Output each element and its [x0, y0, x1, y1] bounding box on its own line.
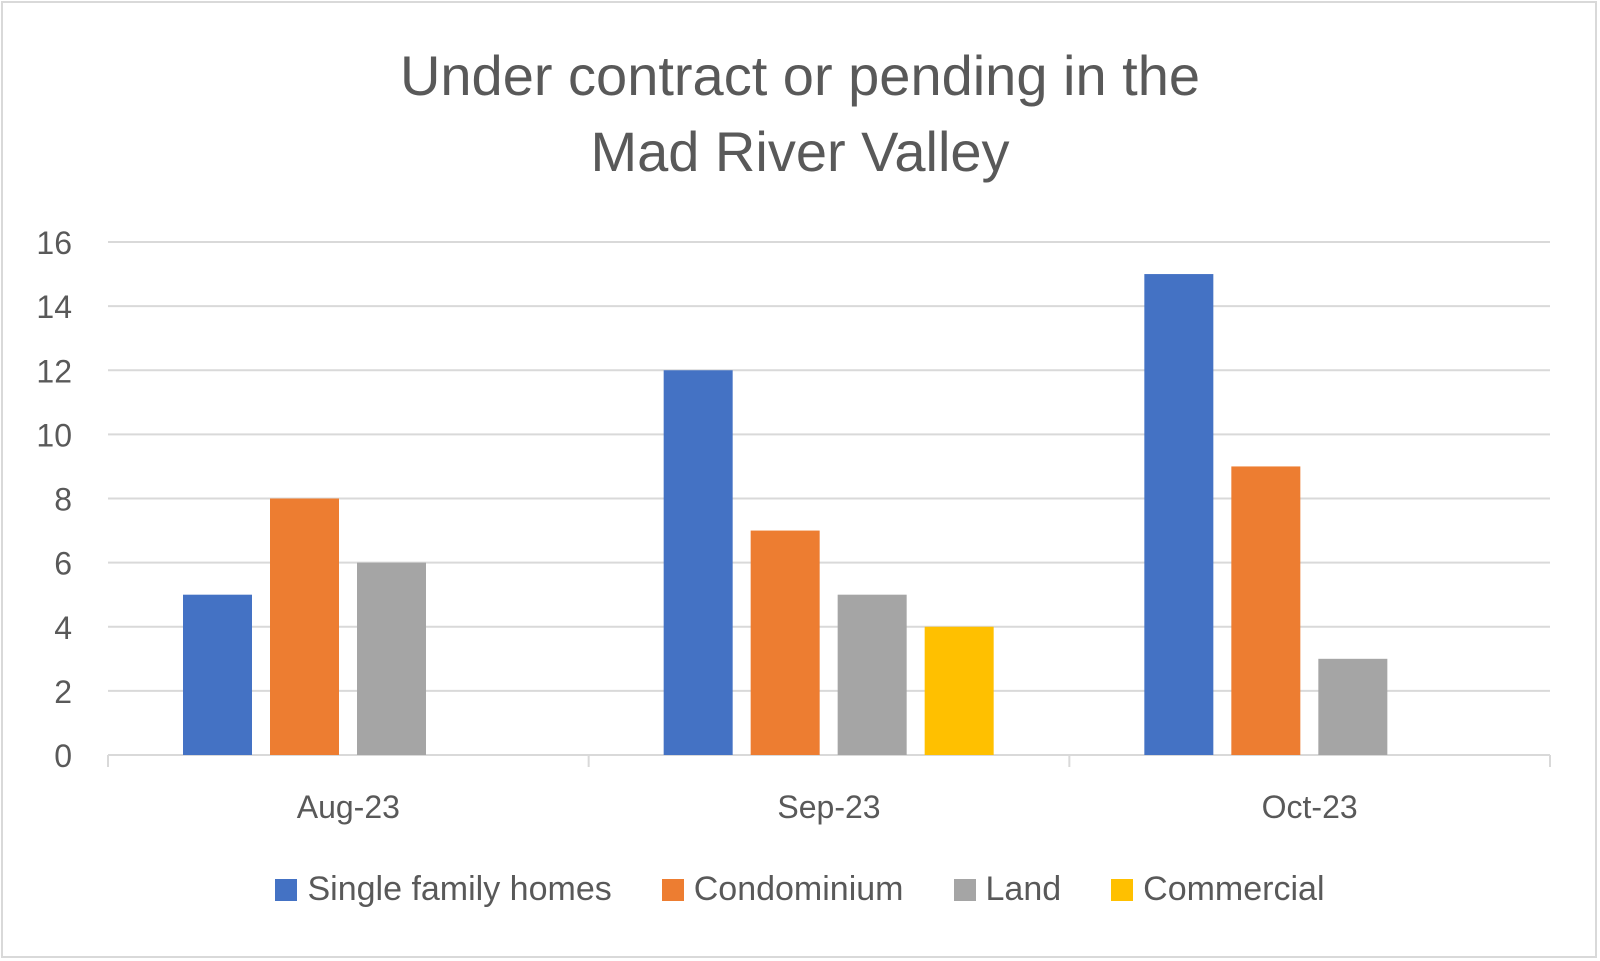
legend-swatch-single-family-homes [275, 878, 298, 901]
legend-item-condominium: Condominium [661, 870, 904, 909]
legend-label-land: Land [985, 870, 1062, 908]
bar-condominium-sep-23 [750, 530, 820, 755]
chart-title-line-2: Mad River Valley [590, 120, 1010, 183]
legend-label-commercial: Commercial [1143, 870, 1325, 908]
bar-commercial-sep-23 [924, 626, 994, 755]
bar-single-family-homes-aug-23 [183, 594, 252, 755]
x-tick-label-oct-23: Oct-23 [1262, 789, 1358, 825]
y-tick-label-12: 12 [36, 353, 72, 389]
legend-swatch-condominium [661, 878, 684, 901]
bar-single-family-homes-oct-23 [1144, 274, 1214, 755]
y-tick-label-8: 8 [54, 482, 72, 518]
bar-condominium-aug-23 [270, 498, 339, 755]
legend-item-land: Land [953, 870, 1062, 909]
legend-item-single-family-homes: Single family homes [275, 870, 612, 909]
legend-label-single-family-homes: Single family homes [307, 870, 612, 908]
y-tick-label-0: 0 [54, 738, 72, 774]
bar-land-oct-23 [1318, 658, 1388, 755]
bar-land-sep-23 [837, 594, 907, 755]
bar-single-family-homes-sep-23 [663, 370, 733, 755]
legend-swatch-land [953, 878, 976, 901]
y-tick-label-16: 16 [36, 225, 72, 261]
legend-item-commercial: Commercial [1111, 870, 1325, 909]
legend-swatch-commercial [1111, 878, 1134, 901]
y-tick-label-2: 2 [54, 674, 72, 710]
bar-condominium-oct-23 [1231, 466, 1301, 755]
x-tick-label-aug-23: Aug-23 [297, 789, 400, 825]
chart-title-line-1: Under contract or pending in the [399, 44, 1201, 107]
y-tick-label-10: 10 [36, 417, 72, 453]
chart-title: Under contract or pending in the Mad Riv… [0, 38, 1600, 190]
y-tick-label-4: 4 [54, 610, 72, 646]
y-tick-label-6: 6 [54, 546, 72, 582]
bar-land-aug-23 [357, 562, 426, 755]
chart-legend: Single family homes Condominium Land Com… [0, 870, 1600, 909]
legend-label-condominium: Condominium [693, 870, 904, 908]
y-tick-label-14: 14 [36, 289, 72, 325]
x-tick-label-sep-23: Sep-23 [777, 789, 880, 825]
